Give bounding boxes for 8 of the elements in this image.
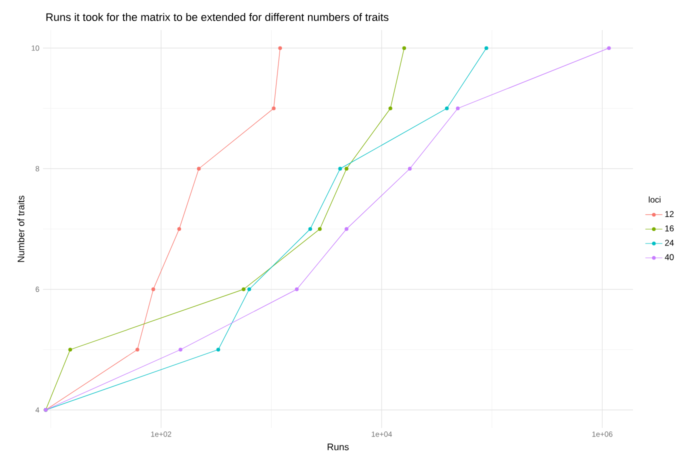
legend-label: 12: [665, 211, 674, 217]
legend-label: 16: [665, 225, 674, 232]
legend-title: loci: [648, 196, 660, 203]
chart-title: Runs it took for the matrix to be extended for different numbers of traits: [46, 12, 388, 22]
legend-label: 40: [664, 254, 674, 260]
legend-label: 24: [665, 240, 674, 246]
y-axis-title: Number of traits: [17, 196, 24, 262]
x-axis-title: Runs: [328, 444, 349, 450]
